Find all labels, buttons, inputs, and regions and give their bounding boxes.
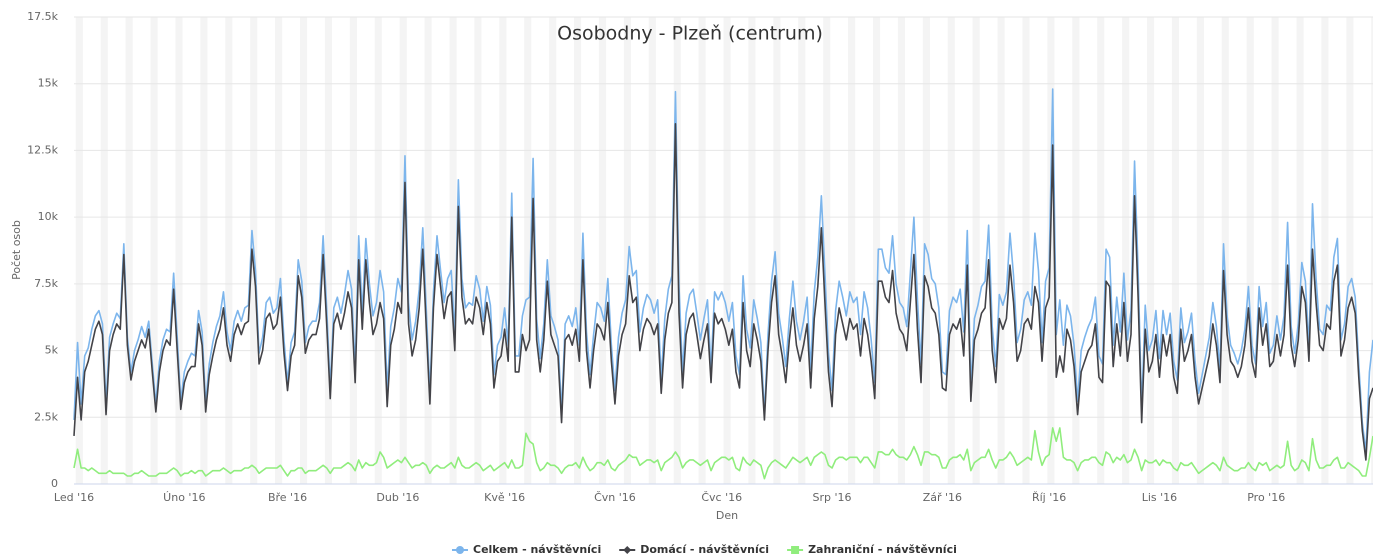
weekend-band xyxy=(200,17,208,484)
weekend-band xyxy=(648,17,656,484)
weekend-band xyxy=(1271,17,1279,484)
weekend-band xyxy=(100,17,108,484)
weekend-band xyxy=(1346,17,1354,484)
weekend-band xyxy=(474,17,482,484)
legend-item[interactable]: Domácí - návštěvníci xyxy=(619,543,769,556)
weekend-band xyxy=(374,17,382,484)
weekend-bands xyxy=(75,17,1373,484)
weekend-band xyxy=(449,17,457,484)
legend-marker xyxy=(456,546,464,554)
weekend-band xyxy=(872,17,881,484)
weekend-band xyxy=(549,17,557,484)
weekend-band xyxy=(1246,17,1254,484)
y-tick-label: 15k xyxy=(38,77,59,90)
weekend-band xyxy=(1072,17,1080,484)
legend-item[interactable]: Celkem - návštěvníci xyxy=(452,543,601,556)
weekend-band xyxy=(275,17,283,484)
weekend-band xyxy=(972,17,980,484)
x-tick-label: Zář '16 xyxy=(923,491,962,504)
x-tick-label: Srp '16 xyxy=(813,491,852,504)
weekend-band xyxy=(175,17,183,484)
weekend-band xyxy=(125,17,133,484)
weekend-band xyxy=(1196,17,1204,484)
weekend-band xyxy=(1221,17,1229,484)
labels: 0 2.5k 5k 7.5k 10k 12.5k 15k 17.5k Led '16 Úno '1… xyxy=(27,10,1285,504)
x-tick-label: Led '16 xyxy=(54,491,94,504)
weekend-band xyxy=(798,17,806,484)
weekend-band xyxy=(150,17,158,484)
legend-marker xyxy=(623,546,632,554)
weekend-band xyxy=(723,17,731,484)
y-tick-label: 17.5k xyxy=(27,10,58,23)
x-tick-label: Čvn '16 xyxy=(594,491,636,504)
x-tick-label: Čvc '16 xyxy=(701,491,742,504)
weekend-band xyxy=(897,17,906,484)
legend-label: Domácí - návštěvníci xyxy=(640,543,769,556)
y-tick-label: 12.5k xyxy=(27,143,58,156)
weekend-band xyxy=(773,17,781,484)
series-line xyxy=(73,427,1373,480)
weekend-band xyxy=(698,17,706,484)
weekend-band xyxy=(1022,17,1030,484)
weekend-band xyxy=(1321,17,1329,484)
x-axis-title: Den xyxy=(716,509,738,522)
weekend-band xyxy=(75,17,83,484)
weekend-band xyxy=(424,17,432,484)
weekend-band xyxy=(1147,17,1155,484)
legend-label: Celkem - návštěvníci xyxy=(473,543,601,556)
grid xyxy=(74,16,1373,485)
y-axis-title: Počet osob xyxy=(10,220,23,280)
x-tick-label: Úno '16 xyxy=(163,491,205,504)
x-tick-label: Lis '16 xyxy=(1142,491,1177,504)
weekend-band xyxy=(574,17,582,484)
weekend-band xyxy=(1371,17,1373,484)
legend-item[interactable]: Zahraniční - návštěvníci xyxy=(787,543,957,556)
weekend-band xyxy=(1122,17,1130,484)
chart-title: Osobodny - Plzeň (centrum) xyxy=(557,23,823,45)
weekend-band xyxy=(1171,17,1180,484)
x-tick-label: Říj '16 xyxy=(1032,491,1066,504)
weekend-band xyxy=(299,17,308,484)
weekend-band xyxy=(349,17,357,484)
legend-label: Zahraniční - návštěvníci xyxy=(808,543,957,556)
y-tick-label: 10k xyxy=(38,210,59,223)
y-tick-label: 7.5k xyxy=(34,277,58,290)
weekend-band xyxy=(225,17,233,484)
weekend-band xyxy=(524,17,532,484)
weekend-band xyxy=(947,17,955,484)
weekend-band xyxy=(324,17,333,484)
legend: Celkem - návštěvníci Domácí - návštěvníci… xyxy=(452,543,957,556)
weekend-band xyxy=(997,17,1005,484)
x-tick-label: Bře '16 xyxy=(268,491,307,504)
weekend-band xyxy=(748,17,756,484)
legend-marker xyxy=(791,546,800,554)
x-tick-label: Kvě '16 xyxy=(484,491,525,504)
weekend-band xyxy=(598,17,607,484)
x-tick-label: Dub '16 xyxy=(376,491,419,504)
weekend-band xyxy=(1097,17,1105,484)
weekend-band xyxy=(848,17,856,484)
weekend-band xyxy=(623,17,631,484)
weekend-band xyxy=(823,17,831,484)
weekend-band xyxy=(1296,17,1304,484)
series-line xyxy=(73,88,1373,453)
weekend-band xyxy=(499,17,507,484)
y-tick-label: 0 xyxy=(51,477,58,490)
series-line xyxy=(73,122,1373,461)
series-lines xyxy=(73,88,1373,480)
x-tick-label: Pro '16 xyxy=(1247,491,1285,504)
y-tick-label: 2.5k xyxy=(34,410,58,423)
y-tick-label: 5k xyxy=(45,344,59,357)
